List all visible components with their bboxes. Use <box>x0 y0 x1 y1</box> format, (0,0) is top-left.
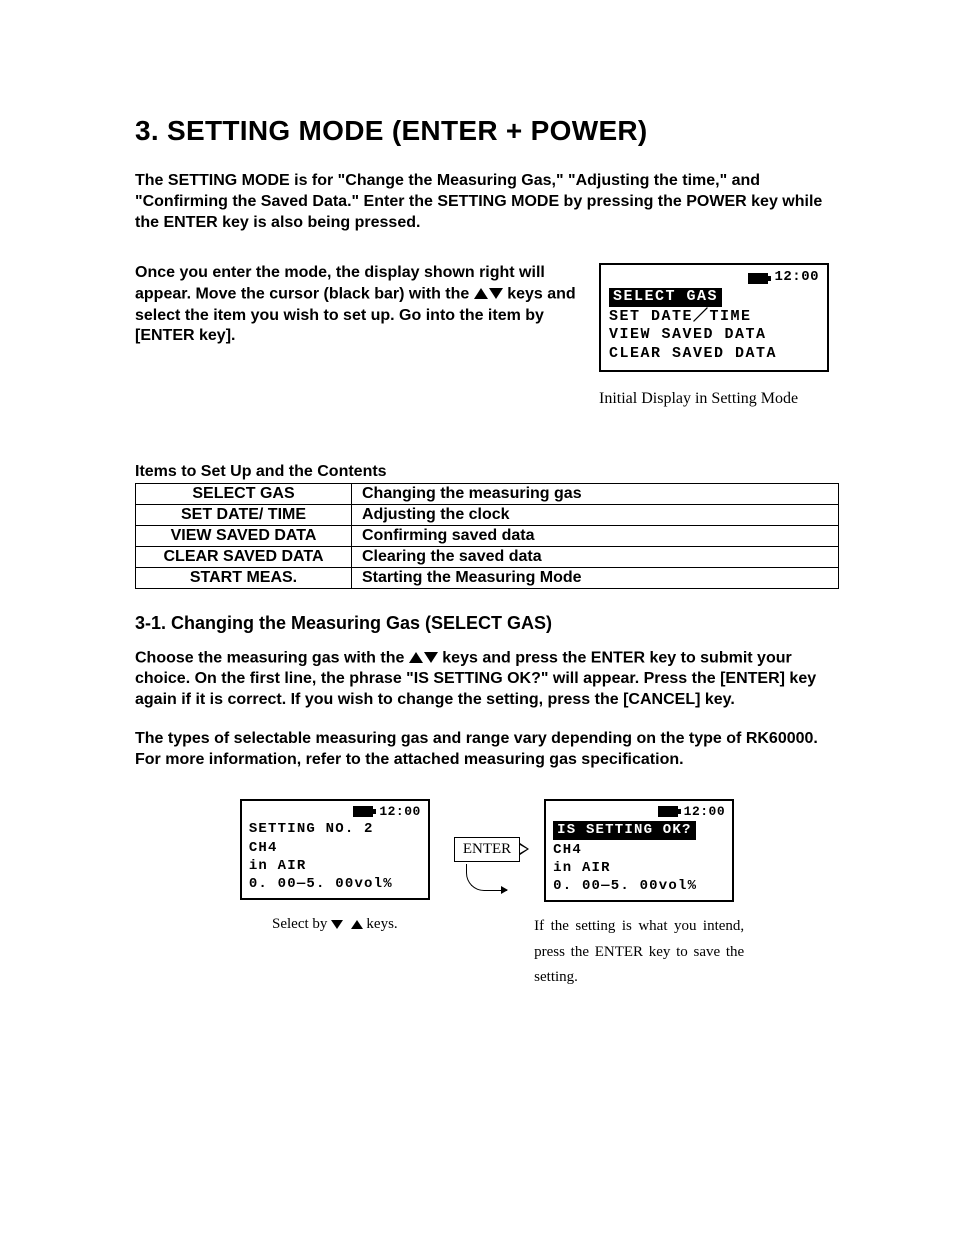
triangle-up-icon <box>351 920 363 929</box>
lcd-line: CLEAR SAVED DATA <box>609 345 819 364</box>
lcd-caption: Initial Display in Setting Mode <box>599 390 839 408</box>
flow-arrow-icon <box>466 864 507 891</box>
triangle-up-icon <box>409 652 423 663</box>
flow-caption-b: keys. <box>366 916 397 932</box>
display-instruction-paragraph: Once you enter the mode, the display sho… <box>135 263 581 347</box>
select-gas-paragraph: Choose the measuring gas with the keys a… <box>135 648 839 711</box>
lcd-line: VIEW SAVED DATA <box>609 326 819 345</box>
para3-part-a: Choose the measuring gas with the <box>135 650 409 667</box>
enter-key-label: ENTER <box>454 837 520 862</box>
subsection-heading: 3-1. Changing the Measuring Gas (SELECT … <box>135 613 839 634</box>
flow-diagram: 12:00 SETTING NO. 2 CH4 in AIR 0. 00—5. … <box>135 799 839 991</box>
table-cell: START MEAS. <box>136 567 352 588</box>
table-cell: VIEW SAVED DATA <box>136 525 352 546</box>
table-row: CLEAR SAVED DATA Clearing the saved data <box>136 546 839 567</box>
lcd-status-bar: 12:00 <box>553 804 725 821</box>
lcd-status-bar: 12:00 <box>249 804 421 821</box>
table-cell: Adjusting the clock <box>352 504 839 525</box>
flow-left-caption: Select by keys. <box>230 912 440 938</box>
gas-types-paragraph: The types of selectable measuring gas an… <box>135 729 839 771</box>
lcd-line-selected: IS SETTING OK? <box>553 821 695 839</box>
table-cell: Changing the measuring gas <box>352 483 839 504</box>
lcd-preview-column: 12:00 SELECT GAS SET DATE／TIME VIEW SAVE… <box>599 263 839 408</box>
flow-left-column: 12:00 SETTING NO. 2 CH4 in AIR 0. 00—5. … <box>230 799 440 938</box>
lcd-line: in AIR <box>553 859 725 877</box>
lcd-line: 0. 00—5. 00vol% <box>249 875 421 893</box>
table-row: VIEW SAVED DATA Confirming saved data <box>136 525 839 546</box>
table-cell: CLEAR SAVED DATA <box>136 546 352 567</box>
table-row: START MEAS. Starting the Measuring Mode <box>136 567 839 588</box>
triangle-up-icon <box>474 288 488 299</box>
flow-right-caption: If the setting is what you intend, press… <box>534 914 744 991</box>
flow-enter-column: ENTER <box>454 837 520 891</box>
triangle-down-icon <box>489 288 503 299</box>
lcd-line: SET DATE／TIME <box>609 308 819 327</box>
lcd-line: 0. 00—5. 00vol% <box>553 877 725 895</box>
intro-paragraph: The SETTING MODE is for "Change the Meas… <box>135 171 839 233</box>
up-down-icon <box>409 648 438 669</box>
lcd-time: 12:00 <box>379 804 421 821</box>
lcd-setting-display: 12:00 SETTING NO. 2 CH4 in AIR 0. 00—5. … <box>240 799 430 901</box>
settings-table: SELECT GAS Changing the measuring gas SE… <box>135 483 839 589</box>
battery-icon <box>658 806 678 817</box>
lcd-line: CH4 <box>553 841 725 859</box>
up-down-icon <box>474 284 503 305</box>
lcd-initial-display: 12:00 SELECT GAS SET DATE／TIME VIEW SAVE… <box>599 263 829 372</box>
lcd-time: 12:00 <box>684 804 726 821</box>
lcd-line-selected: SELECT GAS <box>609 288 722 307</box>
lcd-line: in AIR <box>249 857 421 875</box>
page-title: 3. SETTING MODE (ENTER + POWER) <box>135 115 839 147</box>
flow-right-column: 12:00 IS SETTING OK? CH4 in AIR 0. 00—5.… <box>534 799 744 991</box>
lcd-line: SETTING NO. 2 <box>249 820 421 838</box>
table-cell: Clearing the saved data <box>352 546 839 567</box>
lcd-time: 12:00 <box>774 269 819 287</box>
battery-icon <box>748 273 768 284</box>
table-heading: Items to Set Up and the Contents <box>135 463 839 481</box>
lcd-status-bar: 12:00 <box>609 269 819 287</box>
flow-caption-a: Select by <box>272 916 331 932</box>
triangle-down-icon <box>331 920 343 929</box>
mode-entry-row: Once you enter the mode, the display sho… <box>135 263 839 408</box>
battery-icon <box>353 806 373 817</box>
document-page: 3. SETTING MODE (ENTER + POWER) The SETT… <box>0 0 954 1235</box>
lcd-line: CH4 <box>249 839 421 857</box>
table-row: SET DATE/ TIME Adjusting the clock <box>136 504 839 525</box>
table-cell: SELECT GAS <box>136 483 352 504</box>
table-cell: Starting the Measuring Mode <box>352 567 839 588</box>
lcd-confirm-display: 12:00 IS SETTING OK? CH4 in AIR 0. 00—5.… <box>544 799 734 903</box>
table-row: SELECT GAS Changing the measuring gas <box>136 483 839 504</box>
triangle-down-icon <box>424 652 438 663</box>
table-cell: Confirming saved data <box>352 525 839 546</box>
table-cell: SET DATE/ TIME <box>136 504 352 525</box>
